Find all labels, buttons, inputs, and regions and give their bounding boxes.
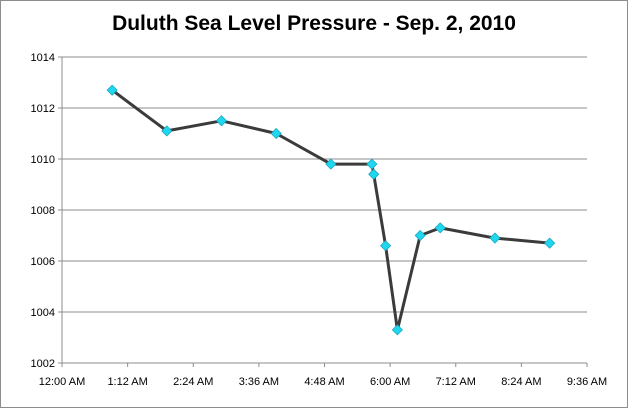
x-tick-label: 8:24 AM: [501, 376, 541, 388]
data-point-marker: [161, 125, 173, 137]
data-point-marker: [414, 229, 426, 242]
y-tick-label: 1014: [31, 52, 55, 64]
data-point-marker: [368, 168, 380, 180]
y-tick-label: 1004: [31, 307, 55, 319]
y-tick-label: 1010: [31, 154, 55, 166]
data-point-marker: [380, 240, 392, 252]
y-tick-label: 1002: [31, 358, 55, 370]
data-point-marker: [270, 127, 282, 140]
x-tick-label: 1:12 AM: [107, 376, 147, 388]
data-point-marker: [544, 237, 556, 249]
x-tick-label: 7:12 AM: [436, 376, 476, 388]
data-point-marker: [325, 158, 337, 170]
x-tick-label: 9:36 AM: [567, 376, 607, 388]
y-tick-label: 1012: [31, 103, 55, 115]
data-point-marker: [215, 115, 228, 127]
data-point-marker: [434, 222, 446, 234]
x-tick-label: 6:00 AM: [370, 376, 410, 388]
data-point-marker: [106, 84, 118, 96]
data-point-marker: [391, 324, 403, 336]
x-tick-label: 4:48 AM: [304, 376, 344, 388]
x-tick-label: 2:24 AM: [173, 376, 213, 388]
data-point-marker: [366, 158, 378, 170]
y-tick-label: 1008: [31, 205, 55, 217]
y-tick-label: 1006: [31, 256, 55, 268]
x-tick-label: 3:36 AM: [239, 376, 279, 388]
x-tick-label: 12:00 AM: [39, 376, 85, 388]
chart-title: Duluth Sea Level Pressure - Sep. 2, 2010: [112, 12, 516, 35]
data-point-marker: [489, 232, 501, 244]
